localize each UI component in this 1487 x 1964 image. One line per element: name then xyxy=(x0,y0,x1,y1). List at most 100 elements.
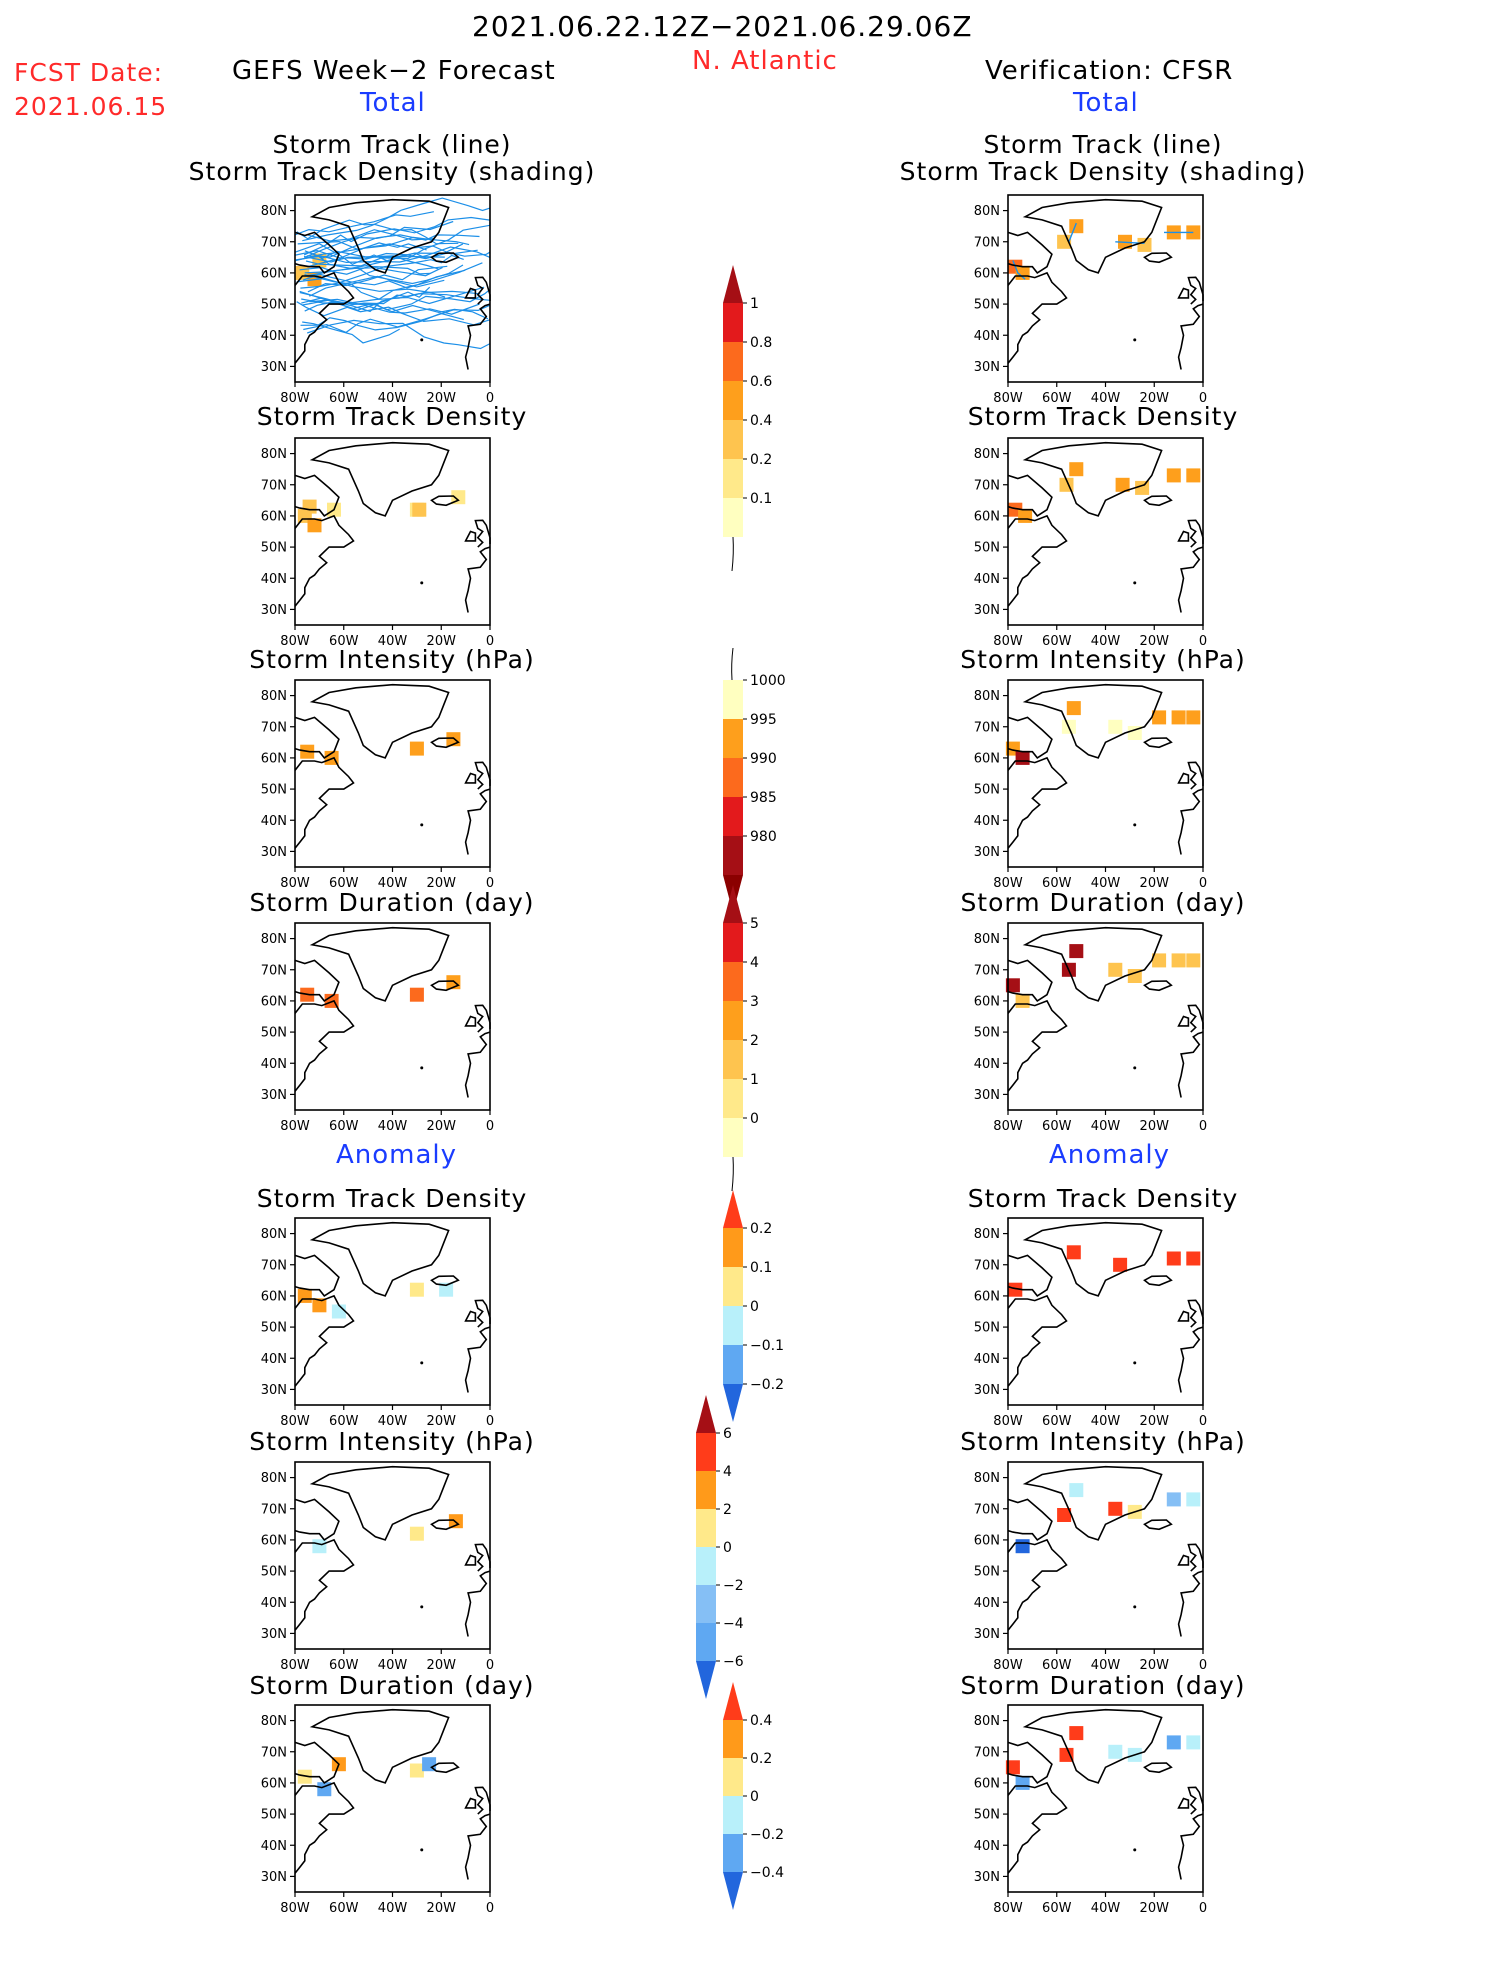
x-tick-label: 80W xyxy=(280,634,310,649)
north-america-coastline xyxy=(294,1538,355,1631)
x-tick-label: 40W xyxy=(378,391,408,406)
colorbar-segment xyxy=(723,1228,743,1267)
iceland-coastline xyxy=(430,495,460,507)
ireland-coastline xyxy=(464,287,477,299)
x-tick-label: 20W xyxy=(427,1414,457,1429)
colorbar-label: 2 xyxy=(750,1033,759,1049)
x-tick-label: 40W xyxy=(378,634,408,649)
canada-coastline xyxy=(294,716,340,759)
data-cell xyxy=(1015,750,1030,765)
storm-track-line xyxy=(299,265,431,275)
europe-coastline xyxy=(1177,303,1204,370)
colorbar-label: 0 xyxy=(750,1789,759,1805)
colorbar-label: 5 xyxy=(750,916,759,932)
y-tick-label: 80N xyxy=(261,1471,287,1486)
data-cell xyxy=(1108,1744,1123,1759)
y-tick-label: 60N xyxy=(974,994,1000,1009)
colorbar-label: 1000 xyxy=(750,673,786,689)
y-tick-label: 40N xyxy=(974,814,1000,829)
x-tick-label: 80W xyxy=(280,391,310,406)
greenland-coastline xyxy=(1022,198,1163,274)
storm-track-line xyxy=(307,319,491,350)
azores-dot xyxy=(1133,1605,1137,1609)
x-tick-label: 40W xyxy=(1091,391,1121,406)
y-tick-label: 70N xyxy=(974,720,1000,735)
map-svg: 80N 70N 60N 50N 40N 30N 80W 60W 40W 20W 0 xyxy=(974,922,1207,1134)
data-cell xyxy=(1186,1492,1201,1507)
x-tick-label: 0 xyxy=(1199,634,1207,649)
y-tick-label: 30N xyxy=(261,360,287,375)
map-svg: 80N 70N 60N 50N 40N 30N 80W 60W 40W 20W 0 xyxy=(974,1704,1207,1916)
canada-coastline xyxy=(294,474,340,517)
panel-title-anom-density-right: Storm Track Density xyxy=(967,1184,1239,1213)
data-cell xyxy=(1015,993,1030,1008)
storm-track-line xyxy=(302,197,491,242)
britain-coastline xyxy=(474,1543,491,1572)
greenland-coastline xyxy=(1022,1465,1163,1541)
colorbar-label: 1 xyxy=(750,296,759,312)
storm-track-line xyxy=(307,229,435,242)
map-panel: 80N 70N 60N 50N 40N 30N 80W 60W 40W 20W 0 xyxy=(261,1217,494,1429)
storm-track-line xyxy=(1068,222,1077,243)
y-tick-label: 30N xyxy=(261,1088,287,1103)
y-tick-label: 60N xyxy=(261,266,287,281)
x-tick-label: 40W xyxy=(378,1658,408,1673)
y-tick-label: 70N xyxy=(974,1745,1000,1760)
canada-coastline xyxy=(294,1254,340,1297)
map-svg: 80N 70N 60N 50N 40N 30N 80W 60W 40W 20W 0 xyxy=(261,1461,494,1673)
y-tick-label: 80N xyxy=(974,447,1000,462)
data-cell xyxy=(1186,225,1201,240)
map-frame xyxy=(294,679,491,868)
y-tick-label: 50N xyxy=(974,1808,1000,1823)
storm-track-line xyxy=(303,216,491,256)
map-panel: 80N 70N 60N 50N 40N 30N 80W 60W 40W 20W 0 xyxy=(974,679,1207,891)
europe-coastline xyxy=(464,1031,491,1098)
colorbar-svg: 0.4 0.2 0 −0.2 −0.4 xyxy=(723,1682,784,1910)
y-tick-label: 50N xyxy=(974,783,1000,798)
greenland-coastline xyxy=(309,441,450,517)
x-tick-label: 20W xyxy=(1140,634,1170,649)
europe-coastline xyxy=(1177,788,1204,855)
map-frame xyxy=(294,437,491,626)
colorbar-segment xyxy=(723,381,743,420)
colorbar-segment xyxy=(696,1509,716,1547)
ireland-coastline xyxy=(1177,772,1190,784)
data-cell xyxy=(1115,477,1130,492)
storm-track-line xyxy=(300,254,464,289)
canada-coastline xyxy=(1007,959,1053,1002)
north-america-coastline xyxy=(1007,756,1068,849)
britain-coastline xyxy=(474,1299,491,1328)
colorbar-tail xyxy=(731,647,734,681)
colorbar-segment xyxy=(723,1758,743,1796)
x-tick-label: 60W xyxy=(329,1414,359,1429)
x-tick-label: 60W xyxy=(329,1901,359,1916)
colorbar-segment xyxy=(723,719,743,758)
data-cell xyxy=(1186,953,1201,968)
x-tick-label: 80W xyxy=(993,1658,1023,1673)
y-tick-label: 40N xyxy=(974,1352,1000,1367)
data-cell xyxy=(439,1282,454,1297)
azores-dot xyxy=(420,1361,424,1365)
x-tick-label: 80W xyxy=(993,876,1023,891)
britain-coastline xyxy=(1187,1004,1204,1033)
y-tick-label: 50N xyxy=(261,541,287,556)
x-tick-label: 20W xyxy=(427,1901,457,1916)
y-tick-label: 60N xyxy=(261,1776,287,1791)
colorbar-top-triangle xyxy=(723,1190,743,1228)
storm-track-line xyxy=(295,243,478,259)
panel-title-track-density-right: Storm Track Density (shading) xyxy=(899,157,1307,186)
colorbar-label: −0.4 xyxy=(750,1865,784,1881)
map-svg: 80N 70N 60N 50N 40N 30N 80W 60W 40W 20W 0 xyxy=(261,1704,494,1916)
x-tick-label: 0 xyxy=(486,391,494,406)
colorbar-segment xyxy=(696,1547,716,1585)
x-tick-label: 0 xyxy=(1199,1414,1207,1429)
y-tick-label: 30N xyxy=(974,845,1000,860)
ireland-coastline xyxy=(464,772,477,784)
y-tick-label: 70N xyxy=(261,235,287,250)
x-tick-label: 60W xyxy=(1042,1119,1072,1134)
iceland-coastline xyxy=(430,1519,460,1531)
colorbar-duration: 5 4 3 2 1 0 xyxy=(723,885,803,1211)
y-tick-label: 40N xyxy=(974,1596,1000,1611)
y-tick-label: 30N xyxy=(261,1627,287,1642)
europe-coastline xyxy=(464,1813,491,1880)
